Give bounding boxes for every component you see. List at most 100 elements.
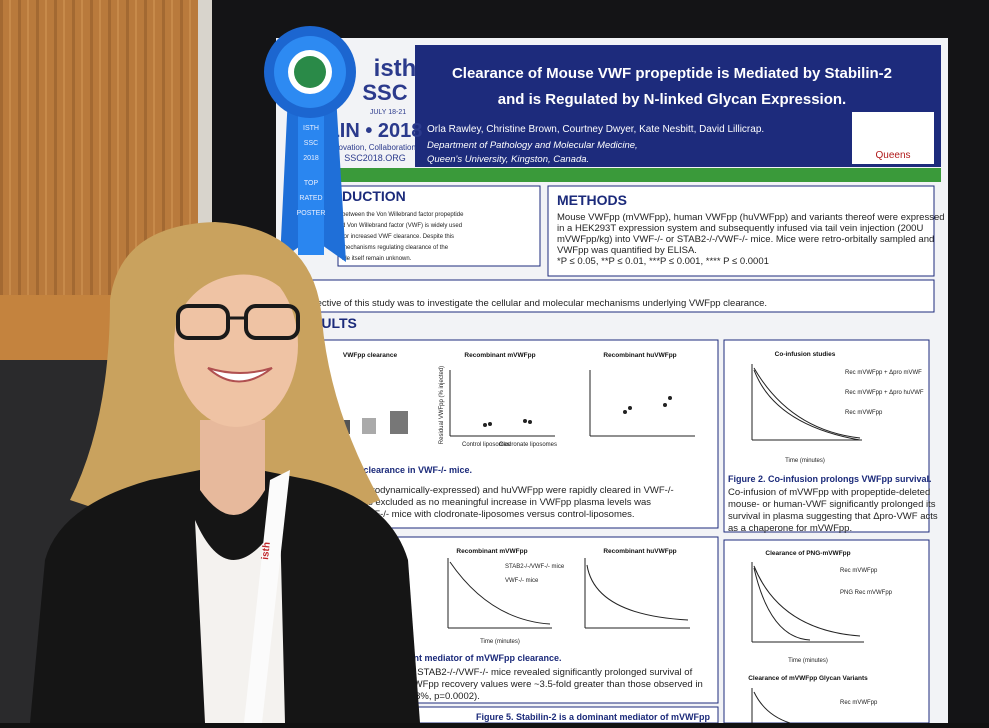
poster-rect: [335, 168, 941, 182]
figure-2-rect: [723, 339, 930, 533]
results-panel-1-text: Control liposomes: [462, 442, 510, 448]
person: isth: [30, 222, 420, 723]
introduction-text: for increased VWF clearance. Despite thi…: [342, 234, 454, 240]
results: SULTS: [312, 315, 357, 331]
results-panel-1-text: Clodronate liposomes: [499, 442, 557, 448]
figure-2-text: mouse- or human-VWF significantly prolon…: [728, 499, 936, 510]
figure-2-text: Figure 2. Co-infusion prolongs VWFpp sur…: [728, 474, 932, 484]
results-panel-1-circle: [528, 420, 532, 424]
ribbon-text: POSTER: [297, 210, 326, 217]
results-panel-3-text: Time (minutes): [480, 639, 520, 645]
introduction-text: between the Von Willebrand factor propep…: [342, 212, 464, 218]
results-panel-3-text: Recombinant mVWFpp: [456, 548, 527, 555]
aim-rect: [289, 279, 935, 313]
results-panel-1-circle: [663, 403, 667, 407]
results-text: SULTS: [312, 315, 357, 331]
methods-text: mVWFpp/kg) into VWF-/- or STAB2-/-/VWF-/…: [557, 234, 934, 245]
logo: isth SSC JULY 18-21 LIN • 2018 novation,…: [328, 55, 423, 163]
person-rect: [244, 304, 300, 340]
results-panel-3-path: [586, 564, 689, 621]
ribbon-text: RATED: [299, 195, 322, 202]
results-panel-3-text: nVWFpp recovery values were ~3.5-fold gr…: [402, 679, 703, 690]
results-panel-1-circle: [628, 406, 632, 410]
results-panel-1-rect: [362, 418, 376, 434]
logo-text: JULY 18-21: [370, 109, 406, 116]
ribbon-text: 2018: [303, 155, 319, 162]
ribbon-text: ISTH: [303, 125, 319, 132]
results-panel-1-text: phages was excluded as no meaningful inc…: [322, 497, 651, 508]
results-panel-1-text: Residual VWFpp (% injected): [439, 366, 445, 444]
methods-text: VWFpp was quantified by ELISA.: [557, 245, 697, 256]
figure-2-path: [753, 369, 861, 441]
poster-rect: [852, 112, 934, 164]
ribbon-rect: [298, 95, 324, 255]
figure-2-text: Co-infusion studies: [775, 351, 836, 358]
results-panel-1-text: VWFpp clearance: [343, 352, 398, 359]
introduction-rect: [337, 185, 541, 267]
results-panel-3-text: rtant mediator of mVWFpp clearance.: [402, 653, 562, 663]
logo-text: novation, Collaboration: [334, 143, 416, 152]
ribbon-text: TOP: [304, 180, 319, 187]
results-panel-3-path: [449, 561, 551, 625]
methods-rect: [547, 185, 935, 277]
figure-4-path: [753, 691, 791, 724]
results-panel-1-circle: [523, 419, 527, 423]
poster-header-text: Queens: [875, 150, 910, 161]
logo-text: SSC: [362, 80, 407, 105]
figure-2-text: survival in plasma suggesting that Δpro-…: [728, 511, 938, 522]
person-path: [200, 420, 265, 515]
aim: IM e objective of this study was to inve…: [289, 277, 935, 313]
figure-4-text: Clearance of PNG-mVWFpp: [765, 550, 850, 557]
ribbon-text: SSC: [304, 140, 318, 147]
figure-4-path: [753, 565, 861, 637]
figure-4-text: Time (minutes): [788, 658, 828, 664]
methods-text: *P ≤ 0.05, **P ≤ 0.01, ***P ≤ 0.001, ***…: [557, 256, 769, 267]
introduction-text: mechanisms regulating clearance of the: [342, 245, 449, 251]
person-text: isth: [260, 541, 273, 560]
introduction-text: d Von Willebrand factor (VWF) is widely …: [342, 223, 462, 229]
figure-2-path: [753, 367, 861, 439]
results-panel-3-text: STAB2-/-/VWF-/- mice: [505, 564, 565, 570]
person-path: [176, 248, 305, 320]
person-path: [244, 470, 290, 723]
person-path: [207, 367, 273, 383]
results-panel-1-text: ent and hydrodynamically-expressed) and …: [322, 485, 674, 496]
introduction: DUCTION between the Von Willebrand facto…: [337, 185, 541, 267]
figure-2: Co-infusion studies Rec mVWFpp + Δpro mV…: [723, 339, 938, 534]
results-panel-3-text: ±1.8%, p=0.0002).: [402, 691, 480, 702]
figure-4-text: PNG Rec mVWFpp: [840, 590, 893, 596]
methods-text: METHODS: [557, 192, 627, 208]
ribbon: ISTH SSC 2018 TOP RATED POSTER: [264, 26, 356, 262]
figure-4-text: Rec mVWFpp: [840, 700, 878, 706]
introduction-text: ide itself remain unknown.: [342, 256, 412, 262]
aim-text: e objective of this study was to investi…: [296, 298, 767, 309]
figure-2-text: Rec mVWFpp + Δpro huVWF: [845, 390, 924, 396]
methods: METHODS Mouse VWFpp (mVWFpp), human VWFp…: [547, 185, 945, 277]
results-panel-3-rect: [394, 536, 719, 704]
person-rect: [176, 304, 230, 340]
figure-2-text: Rec mVWFpp: [845, 410, 883, 416]
logo-text: isth: [374, 55, 417, 82]
ribbon-circle: [294, 56, 326, 88]
figure-4-rect: [723, 539, 930, 724]
figure-4-text: Rec mVWFpp: [840, 568, 878, 574]
methods-text: in a HEK293T expression system and subse…: [557, 223, 923, 234]
figure-2-text: Rec mVWFpp + Δpro mVWF: [845, 370, 922, 376]
results-panel-3-text: Recombinant huVWFpp: [603, 548, 676, 555]
poster-header: Clearance of Mouse VWF propeptide is Med…: [427, 65, 911, 165]
poster-header-text: and is Regulated by N-linked Glycan Expr…: [498, 91, 846, 108]
results-panel-1-text: Recombinant huVWFpp: [603, 352, 676, 359]
methods-text: Mouse VWFpp (mVWFpp), human VWFpp (huVWF…: [557, 212, 945, 223]
results-panel-1-circle: [488, 422, 492, 426]
results-panel-3-text: VWF-/- mice: [505, 578, 539, 584]
figure-2-text: Co-infusion of mVWFpp with propeptide-de…: [728, 487, 930, 498]
figure-5-text: Figure 5. Stabilin-2 is a dominant media…: [476, 712, 711, 722]
logo-text: LIN • 2018: [328, 120, 423, 142]
results-panel-1-circle: [483, 423, 487, 427]
figure-4-text: Clearance of mVWFpp Glycan Variants: [748, 675, 868, 682]
results-panel-1-text: tment of VWF-/- mice with clodronate-lip…: [322, 509, 635, 520]
figure-2-text: as a chaperone for mVWFpp.: [728, 523, 852, 534]
